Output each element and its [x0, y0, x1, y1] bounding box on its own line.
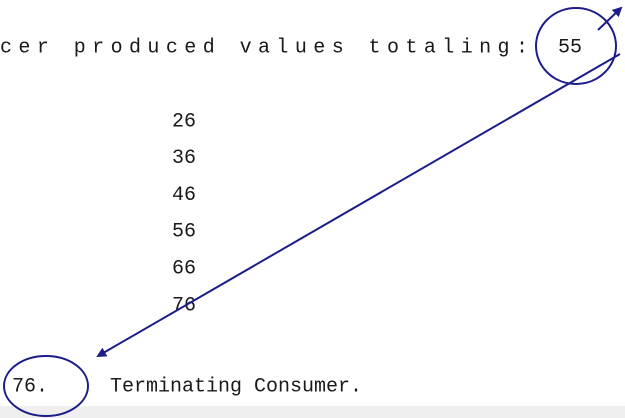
value-line: 36 — [172, 147, 196, 170]
header-value: 55 — [558, 36, 582, 59]
console-screenshot: cer produced values totaling: 55 26 36 46 5… — [0, 0, 625, 418]
value-line: 66 — [172, 257, 196, 280]
status-strip — [0, 406, 625, 418]
value-line: 56 — [172, 221, 196, 244]
header-text: cer produced values totaling: — [0, 36, 528, 59]
footer-value: 76. — [12, 375, 48, 398]
footer-text: Terminating Consumer. — [110, 375, 362, 398]
value-line: 26 — [172, 110, 196, 133]
console-background — [0, 0, 625, 418]
value-line: 46 — [172, 184, 196, 207]
